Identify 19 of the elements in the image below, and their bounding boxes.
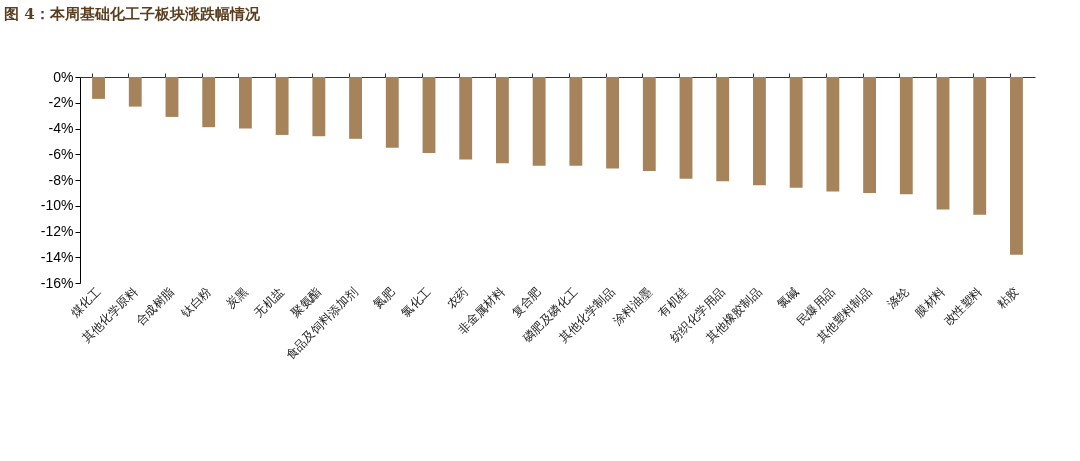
y-tick-label: -16%	[40, 274, 74, 291]
x-tick-label: 氯碱	[774, 284, 802, 312]
x-tick-label: 钛白粉	[177, 284, 214, 321]
y-tick-label: -2%	[48, 94, 74, 111]
x-tick-label: 无机盐	[251, 284, 288, 320]
y-tick-label: -10%	[40, 197, 74, 214]
chart-title: 图 4：本周基础化工子板块涨跌幅情况	[4, 5, 261, 23]
x-tick-label: 粘胶	[994, 284, 1022, 312]
x-tick-label: 农药	[443, 284, 471, 312]
x-tick-label: 炭黑	[223, 284, 251, 312]
y-tick-label: 0%	[53, 68, 74, 85]
y-tick-label: -12%	[40, 223, 74, 239]
x-tick-label: 氯化工	[398, 284, 434, 320]
x-tick-label: 氮肥	[370, 284, 398, 312]
y-tick-label: -6%	[48, 145, 74, 162]
y-tick-label: -8%	[48, 171, 74, 188]
y-tick-label: -14%	[40, 248, 74, 265]
x-tick-label: 涤纶	[884, 284, 912, 312]
y-tick-label: -4%	[48, 120, 74, 136]
